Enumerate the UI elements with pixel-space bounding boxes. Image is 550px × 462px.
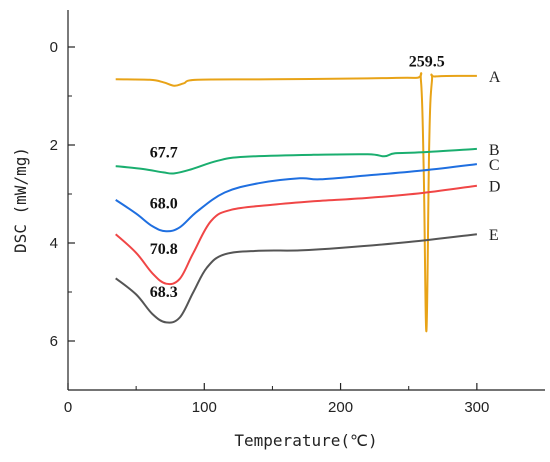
y-axis-title: DSC (mW/mg) xyxy=(11,147,30,253)
series-line-E xyxy=(115,233,478,324)
series-line-C xyxy=(115,163,478,233)
series-labels: A BCD E xyxy=(489,69,501,244)
peak-label: 68.3 xyxy=(150,284,178,301)
series-lines xyxy=(115,72,478,333)
peak-label: 259.5 xyxy=(409,54,445,71)
x-tick-label: 0 xyxy=(64,399,72,416)
peak-label: 68.0 xyxy=(150,196,178,213)
peak-annotations: 259.5 67.7 68.0 70.8 68.3 xyxy=(150,54,445,301)
y-tick-label: 6 xyxy=(50,333,58,350)
series-label-E: E xyxy=(489,227,499,244)
y-ticks: 0 2 4 6 xyxy=(50,39,75,391)
series-label-C: C xyxy=(489,157,500,174)
plot-area xyxy=(67,10,545,391)
series-label-B: B xyxy=(489,142,500,159)
peak-label: 70.8 xyxy=(150,241,178,258)
y-tick-label: 2 xyxy=(50,137,58,154)
x-axis-title: Temperature(℃) xyxy=(234,431,377,450)
y-tick-label: 0 xyxy=(50,39,58,56)
x-ticks: 0 100 200 300 xyxy=(64,383,489,416)
y-tick-label: 4 xyxy=(50,235,58,252)
x-tick-label: 100 xyxy=(192,399,217,416)
series-label-A: A xyxy=(489,69,501,86)
series-label-D: D xyxy=(489,179,501,196)
series-line-D xyxy=(115,184,478,286)
x-tick-label: 200 xyxy=(328,399,353,416)
peak-label: 67.7 xyxy=(150,144,178,161)
series-line-A xyxy=(115,72,477,333)
series-line-B xyxy=(115,147,477,175)
x-tick-label: 300 xyxy=(464,399,489,416)
